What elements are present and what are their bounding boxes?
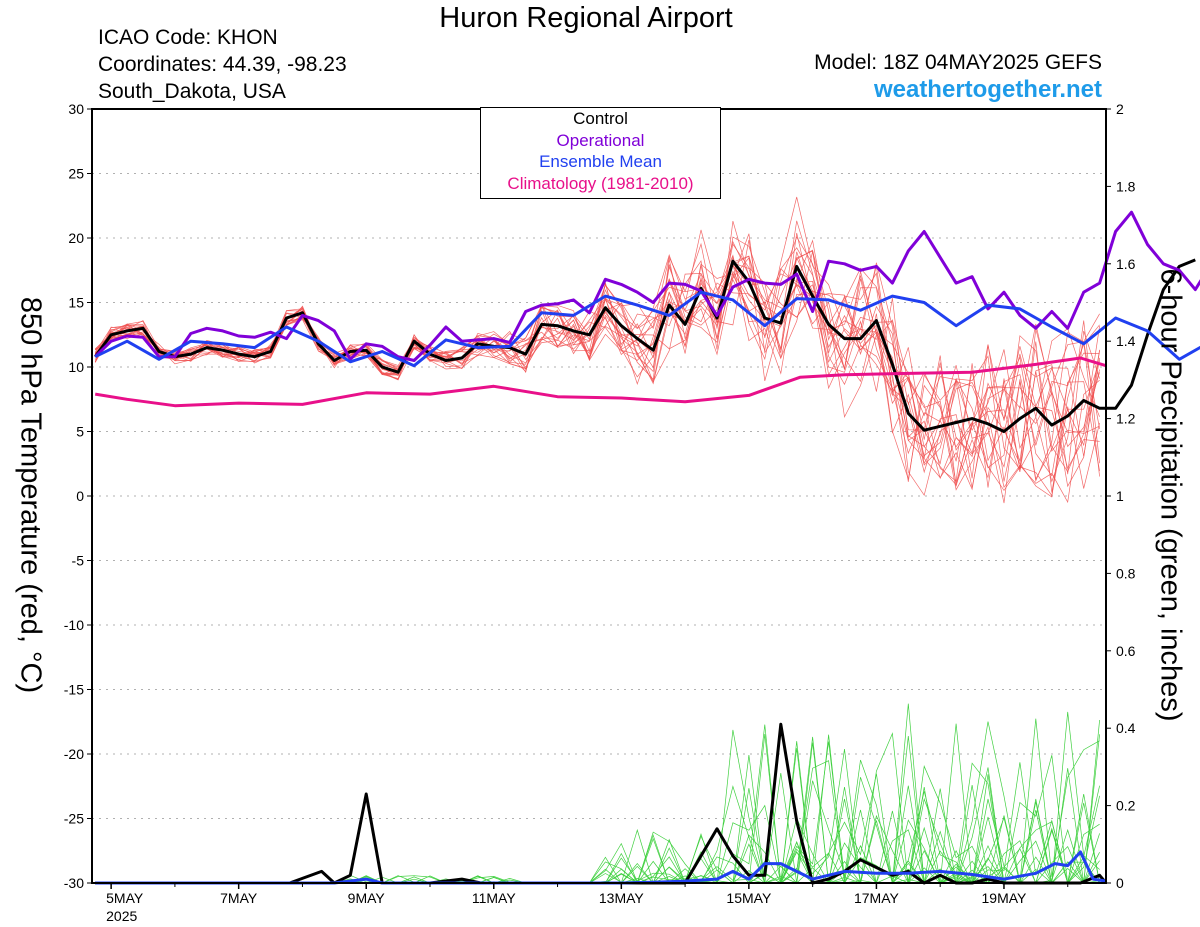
location: South_Dakota, USA [98, 80, 286, 103]
y-axis-right-label: 6-hour Precipitation (green, inches) [1154, 268, 1187, 722]
site-link[interactable]: weathertogether.net [873, 76, 1102, 103]
y-tick-label-left: 20 [68, 230, 84, 246]
ensemble-member-line [94, 250, 1100, 470]
y-tick-label-right: 2 [1116, 101, 1124, 117]
precip-member-line [95, 772, 1100, 884]
ensemble-member-line [94, 242, 1100, 498]
y-tick-label-left: -25 [64, 811, 84, 827]
y-tick-label-right: 1 [1116, 488, 1124, 504]
y-tick-label-right: 0.8 [1116, 565, 1136, 581]
legend-climatology: Climatology (1981-2010) [507, 173, 694, 193]
series-line-operational [94, 210, 1200, 362]
y-tick-label-right: 1.6 [1116, 256, 1136, 272]
x-tick-year-label: 2025 [106, 908, 137, 924]
x-tick-label: 13MAY [599, 890, 645, 906]
icao-code: ICAO Code: KHON [98, 26, 278, 49]
y-tick-label-right: 1.4 [1116, 333, 1136, 349]
series-line-ensemble-mean [94, 290, 1200, 368]
ensemble-member-line [94, 240, 1100, 486]
y-tick-label-right: 0.4 [1116, 720, 1136, 736]
y-tick-label-left: -15 [64, 682, 84, 698]
chart-legend: Control Operational Ensemble Mean Climat… [480, 107, 721, 199]
ensemble-member-line [94, 229, 1100, 470]
y-tick-label-left: -30 [64, 875, 84, 891]
series-line-climatology-1981-2010- [94, 356, 1107, 408]
x-tick-label: 9MAY [348, 890, 386, 906]
ensemble-member-line [94, 236, 1100, 487]
ensemble-member-line [94, 220, 1100, 504]
y-tick-label-left: -10 [64, 617, 84, 633]
ensemble-member-line [94, 270, 1100, 504]
coordinates: Coordinates: 44.39, -98.23 [98, 53, 347, 76]
y-tick-label-left: -5 [72, 553, 85, 569]
y-tick-label-left: 10 [68, 359, 84, 375]
x-tick-label: 15MAY [726, 890, 772, 906]
x-tick-label: 11MAY [472, 890, 516, 906]
ensemble-member-line [94, 251, 1100, 497]
legend-ensemble-mean: Ensemble Mean [539, 152, 662, 171]
y-tick-label-right: 1.8 [1116, 178, 1136, 194]
y-tick-label-right: 0.6 [1116, 643, 1136, 659]
precip-member-line [95, 748, 1100, 885]
y-tick-label-right: 1.2 [1116, 411, 1136, 427]
ensemble-member-line [94, 247, 1100, 480]
y-tick-label-left: 30 [68, 101, 84, 117]
precip-member-line [95, 718, 1100, 884]
legend-operational: Operational [556, 130, 645, 150]
y-tick-label-left: -20 [64, 746, 84, 762]
precip-member-line [95, 787, 1100, 884]
legend-control: Control [573, 109, 628, 128]
y-tick-label-left: 5 [76, 424, 84, 440]
model-run: Model: 18Z 04MAY2025 GEFS [814, 51, 1102, 74]
precip-member-line [95, 773, 1100, 884]
page-title: Huron Regional Airport [439, 2, 733, 34]
precip-member-line [95, 762, 1100, 885]
y-tick-label-left: 25 [68, 166, 84, 182]
y-tick-label-right: 0.2 [1116, 798, 1136, 814]
y-tick-label-left: 0 [76, 488, 84, 504]
ensemble-member-line [94, 221, 1100, 480]
x-tick-label: 19MAY [982, 890, 1028, 906]
series-line-control-precip [95, 722, 1108, 885]
x-tick-label: 17MAY [854, 890, 900, 906]
x-tick-label: 7MAY [220, 890, 258, 906]
x-tick-label: 5MAY [106, 890, 144, 906]
y-tick-label-right: 0 [1116, 875, 1124, 891]
y-axis-left-label: 850 hPa Temperature (red, °C) [14, 296, 47, 694]
y-tick-label-left: 15 [68, 295, 84, 311]
